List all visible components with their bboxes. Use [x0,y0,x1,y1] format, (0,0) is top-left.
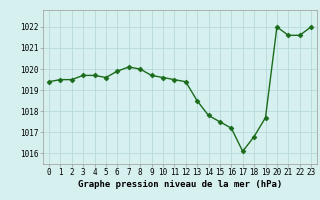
X-axis label: Graphe pression niveau de la mer (hPa): Graphe pression niveau de la mer (hPa) [78,180,282,189]
